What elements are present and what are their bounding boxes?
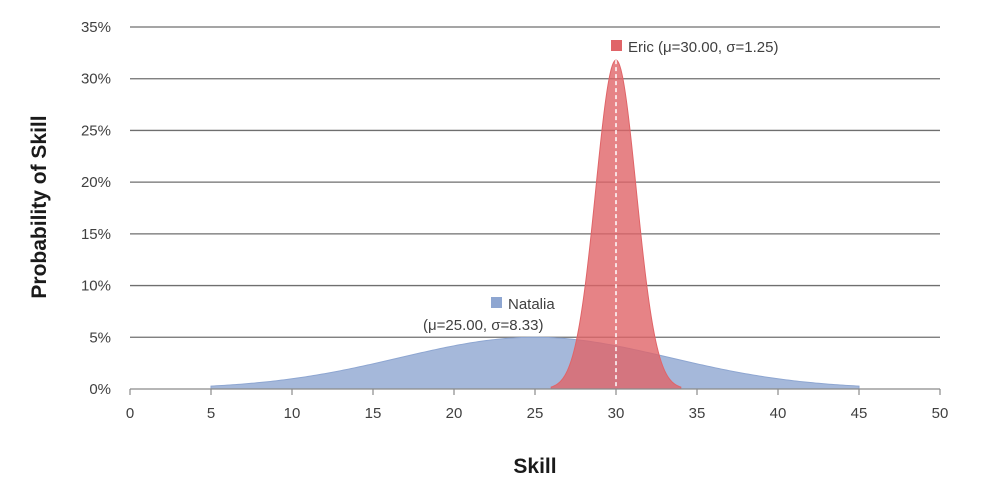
natalia-annotation-label: Natalia xyxy=(508,296,555,313)
y-tick-label: 10% xyxy=(81,278,111,295)
natalia-legend-swatch xyxy=(491,297,502,308)
y-tick-label: 5% xyxy=(89,329,111,346)
x-tick-label: 35 xyxy=(689,405,706,422)
y-tick-label: 25% xyxy=(81,122,111,139)
y-axis-title: Probability of Skill xyxy=(28,115,51,298)
x-tick-label: 30 xyxy=(608,405,625,422)
series-annotations: Natalia (μ=25.00, σ=8.33) Eric (μ=30.00, σ… xyxy=(423,39,778,334)
x-axis-title: Skill xyxy=(513,455,556,478)
x-tick-label: 15 xyxy=(365,405,382,422)
eric-annotation-label: Eric (μ=30.00, σ=1.25) xyxy=(628,39,778,56)
natalia-annotation-params: (μ=25.00, σ=8.33) xyxy=(423,317,543,334)
natalia-distribution-area xyxy=(210,336,860,390)
distribution-areas xyxy=(210,59,860,390)
tick-labels: 0% 5% 10% 15% 20% 25% 30% 35% 0 5 10 15 20 25 30 35 40 45… xyxy=(81,19,948,422)
y-tick-label: 20% xyxy=(81,174,111,191)
axes xyxy=(129,388,941,395)
x-tick-label: 20 xyxy=(446,405,463,422)
x-tick-label: 0 xyxy=(126,405,134,422)
x-tick-label: 10 xyxy=(284,405,301,422)
y-tick-label: 15% xyxy=(81,226,111,243)
eric-legend-swatch xyxy=(611,40,622,51)
x-tick-label: 45 xyxy=(851,405,868,422)
y-tick-label: 0% xyxy=(89,381,111,398)
x-tick-label: 25 xyxy=(527,405,544,422)
x-tick-label: 50 xyxy=(932,405,949,422)
gridlines xyxy=(130,26,940,338)
x-tick-label: 5 xyxy=(207,405,215,422)
y-tick-label: 35% xyxy=(81,19,111,36)
y-tick-label: 30% xyxy=(81,71,111,88)
x-tick-label: 40 xyxy=(770,405,787,422)
